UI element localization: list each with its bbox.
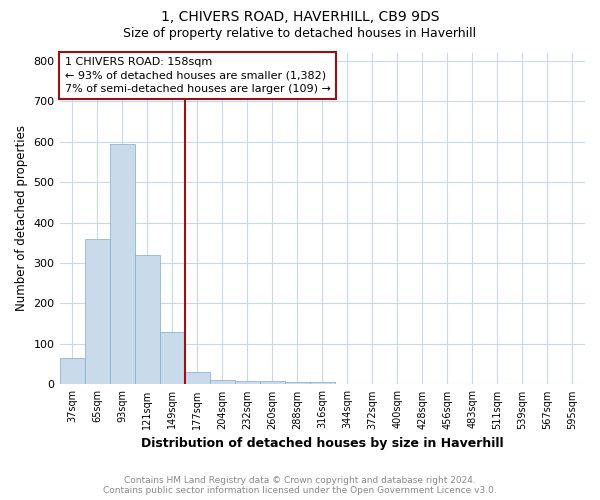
Bar <box>209 380 235 384</box>
Bar <box>285 382 310 384</box>
Bar <box>235 381 260 384</box>
Bar <box>134 255 160 384</box>
X-axis label: Distribution of detached houses by size in Haverhill: Distribution of detached houses by size … <box>141 437 503 450</box>
Bar <box>260 381 285 384</box>
Bar <box>160 332 185 384</box>
Bar <box>110 144 134 384</box>
Bar <box>59 358 85 384</box>
Bar <box>85 238 110 384</box>
Y-axis label: Number of detached properties: Number of detached properties <box>15 126 28 312</box>
Text: Contains HM Land Registry data © Crown copyright and database right 2024.
Contai: Contains HM Land Registry data © Crown c… <box>103 476 497 495</box>
Text: 1, CHIVERS ROAD, HAVERHILL, CB9 9DS: 1, CHIVERS ROAD, HAVERHILL, CB9 9DS <box>161 10 439 24</box>
Bar <box>310 382 335 384</box>
Bar <box>185 372 209 384</box>
Text: Size of property relative to detached houses in Haverhill: Size of property relative to detached ho… <box>124 28 476 40</box>
Text: 1 CHIVERS ROAD: 158sqm
← 93% of detached houses are smaller (1,382)
7% of semi-d: 1 CHIVERS ROAD: 158sqm ← 93% of detached… <box>65 58 331 94</box>
